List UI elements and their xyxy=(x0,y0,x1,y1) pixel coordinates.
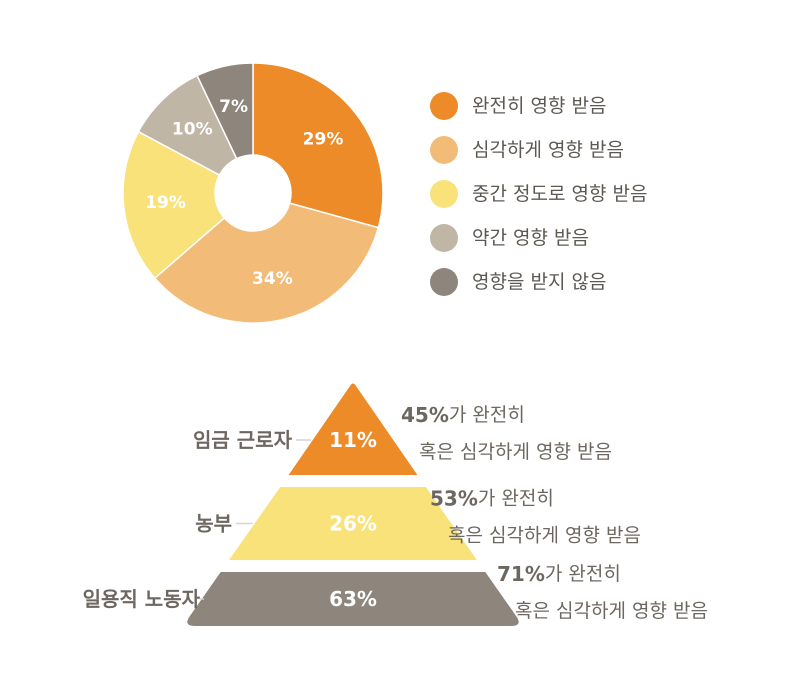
tier-category-label: 임금 근로자 xyxy=(193,428,293,452)
tier-value-label: 11% xyxy=(329,428,377,452)
legend-label: 중간 정도로 영향 받음 xyxy=(472,183,647,205)
tier-category-label: 일용직 노동자 xyxy=(83,587,201,611)
tier-annotation-line2: 혹은 심각하게 영향 받음 xyxy=(419,441,612,463)
legend-swatch xyxy=(430,224,458,252)
legend-swatch xyxy=(430,180,458,208)
tier-annotation-text: 가 완전히 xyxy=(545,563,621,585)
legend-swatch xyxy=(430,268,458,296)
pie-slice xyxy=(252,62,384,229)
legend-swatch xyxy=(430,92,458,120)
legend-label: 심각하게 영향 받음 xyxy=(472,139,624,161)
tier-annotation-line2: 혹은 심각하게 영향 받음 xyxy=(515,600,708,622)
tier-annotation-value: 71% xyxy=(497,562,545,586)
tier-value-label: 26% xyxy=(329,512,377,536)
slice-label: 7% xyxy=(219,97,248,117)
tier-annotation-line1: 53%가 완전히 xyxy=(430,487,554,511)
pyramid-tier xyxy=(229,487,477,560)
slice-label: 10% xyxy=(172,119,213,139)
tier-annotation-line1: 45%가 완전히 xyxy=(401,403,525,427)
tier-value-label: 63% xyxy=(329,587,377,611)
legend-label: 약간 영향 받음 xyxy=(472,227,589,249)
slice-label: 29% xyxy=(303,130,344,150)
tier-category-label: 농부 xyxy=(195,512,232,536)
pyramid-tier xyxy=(288,383,418,475)
legend-label: 완전히 영향 받음 xyxy=(472,95,606,117)
slice-label: 34% xyxy=(252,269,293,289)
tier-annotation-text: 가 완전히 xyxy=(449,404,525,426)
slice-label: 19% xyxy=(145,193,186,213)
tier-annotation-line1: 71%가 완전히 xyxy=(497,562,621,586)
pie-slice xyxy=(122,130,226,280)
legend-label: 영향을 받지 않음 xyxy=(472,271,606,293)
tier-annotation-value: 45% xyxy=(401,403,449,427)
tier-annotation-value: 53% xyxy=(430,487,478,511)
pie-slice xyxy=(196,62,254,160)
tier-annotation-line2: 혹은 심각하게 영향 받음 xyxy=(448,525,641,547)
pyramid-tier xyxy=(187,572,519,626)
pie-slice xyxy=(153,202,380,324)
legend-swatch xyxy=(430,136,458,164)
tier-annotation-text: 가 완전히 xyxy=(478,488,554,510)
